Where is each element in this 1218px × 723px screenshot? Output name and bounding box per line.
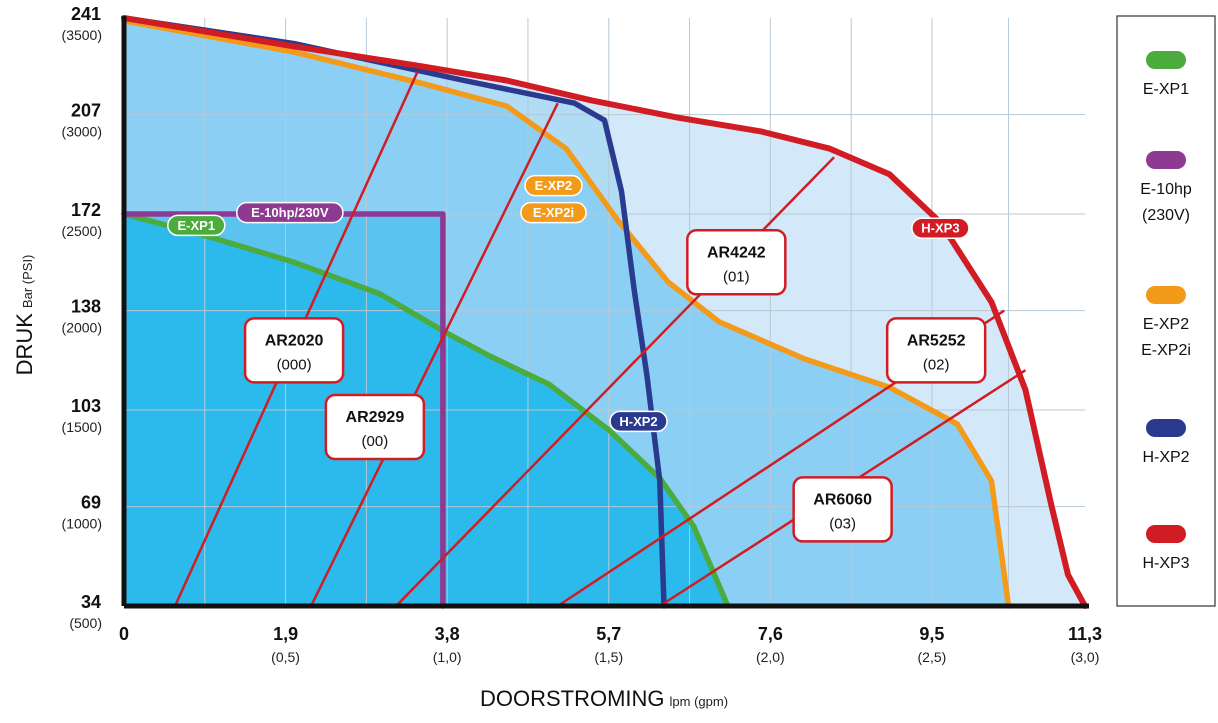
y-axis-title-text: DRUK [12, 313, 37, 376]
nozzle-label-box [324, 393, 426, 461]
y-tick-label: 207 [71, 101, 101, 121]
series-tag-e-xp2i: E-XP2i [520, 201, 587, 224]
nozzle-label-name: AR6060 [813, 491, 872, 508]
y-axis-title: DRUK Bar (PSI) [12, 255, 37, 376]
y-tick-sublabel: (500) [69, 615, 102, 631]
x-tick-label: 3,8 [435, 624, 460, 644]
series-tag-e-xp1: E-XP1 [167, 214, 226, 237]
y-tick-label: 69 [81, 493, 101, 513]
x-tick-label: 0 [119, 624, 129, 644]
series-tag-bg [167, 214, 226, 237]
nozzle-label-name: AR2020 [265, 332, 324, 349]
y-tick-label: 172 [71, 200, 101, 220]
series-tag-e-10hp-230v: E-10hp/230V [235, 201, 344, 224]
legend-swatch [1146, 525, 1186, 543]
x-tick-sublabel: (2,0) [756, 649, 785, 665]
x-tick-sublabel: (1,5) [594, 649, 623, 665]
legend-swatch [1146, 151, 1186, 169]
y-tick-label: 103 [71, 396, 101, 416]
x-tick-sublabel: (2,5) [918, 649, 947, 665]
legend-label: E-XP1 [1143, 81, 1189, 98]
nozzle-label-box [686, 229, 787, 296]
series-tag-label: E-10hp/230V [251, 205, 329, 220]
legend-label: (230V) [1142, 207, 1190, 224]
legend-label: E-XP2 [1143, 316, 1189, 333]
series-tag-h-xp2: H-XP2 [609, 410, 668, 433]
series-tag-label: H-XP3 [921, 221, 959, 236]
x-tick-label: 7,6 [758, 624, 783, 644]
legend: E-XP1 E-10hp (230V) E-XP2 E-XP2i H-XP2 H-XP3 [1116, 15, 1216, 607]
series-tag-bg [911, 217, 970, 239]
nozzle-label-box [885, 317, 987, 384]
series-line-e-xp1 [121, 211, 731, 609]
series-tag-label: E-XP2i [533, 205, 574, 220]
series-line-h-xp3 [121, 15, 1088, 609]
x-tick-label: 9,5 [919, 624, 944, 644]
series-tag-label: E-XP2 [535, 178, 573, 193]
y-tick-sublabel: (3500) [62, 27, 102, 43]
nozzle-label-name: AR4242 [707, 244, 766, 261]
x-axis-title-text: DOORSTROMING [480, 686, 665, 711]
series-tag-bg [520, 201, 587, 224]
x-tick-sublabel: (1,0) [433, 649, 462, 665]
series-line-e-10hp-230v [121, 211, 446, 609]
x-tick-sublabel: (0,5) [271, 649, 300, 665]
nozzle-label-code: (01) [723, 268, 750, 285]
nozzle-label-code: (00) [362, 433, 389, 450]
legend-swatch [1146, 419, 1186, 437]
legend-swatch [1146, 286, 1186, 304]
x-tick-sublabel: (3,0) [1071, 649, 1100, 665]
legend-label: E-10hp [1140, 181, 1192, 198]
legend-label: H-XP2 [1142, 449, 1189, 466]
series-tag-bg [609, 410, 668, 433]
y-axis-unit: Bar (PSI) [20, 255, 35, 308]
nozzle-label-ar2929: AR2929 (00) [324, 393, 426, 461]
y-tick-label: 241 [71, 4, 101, 24]
nozzle-label-box [243, 317, 345, 384]
nozzle-label-code: (02) [923, 356, 950, 373]
nozzle-label-code: (000) [277, 356, 312, 373]
legend-label: E-XP2i [1141, 342, 1191, 359]
nozzle-label-box [792, 476, 893, 543]
x-axis-unit: lpm (gpm) [670, 694, 729, 709]
x-tick-label: 1,9 [273, 624, 298, 644]
nozzle-label-code: (03) [829, 515, 856, 532]
y-tick-sublabel: (2500) [62, 223, 102, 239]
x-axis-title: DOORSTROMING lpm (gpm) [480, 686, 728, 711]
nozzle-label-ar6060: AR6060 (03) [792, 476, 893, 543]
series-tag-h-xp3: H-XP3 [911, 217, 970, 239]
series-line-e-xp2 [121, 18, 1012, 609]
nozzle-label-name: AR2929 [346, 409, 405, 426]
series-tag-label: E-XP1 [177, 218, 215, 233]
y-tick-label: 138 [71, 297, 101, 317]
series-tag-bg [235, 201, 344, 224]
nozzle-label-ar4242: AR4242 (01) [686, 229, 787, 296]
series-tag-label: H-XP2 [619, 414, 657, 429]
nozzle-label-ar5252: AR5252 (02) [885, 317, 987, 384]
y-tick-sublabel: (3000) [62, 124, 102, 140]
x-tick-label: 5,7 [596, 624, 621, 644]
nozzle-line-ar2929 [309, 102, 559, 607]
y-tick-label: 34 [81, 592, 101, 612]
y-tick-sublabel: (1500) [62, 419, 102, 435]
nozzle-label-ar2020: AR2020 (000) [243, 317, 345, 384]
y-tick-sublabel: (2000) [62, 320, 102, 336]
nozzle-label-name: AR5252 [907, 332, 966, 349]
series-tag-bg [524, 174, 583, 197]
legend-frame [1116, 15, 1216, 607]
legend-label: H-XP3 [1142, 555, 1189, 572]
series-tag-e-xp2: E-XP2 [524, 174, 583, 197]
legend-swatch [1146, 51, 1186, 69]
x-tick-label: 11,3 [1068, 624, 1102, 644]
y-tick-sublabel: (1000) [62, 516, 102, 532]
